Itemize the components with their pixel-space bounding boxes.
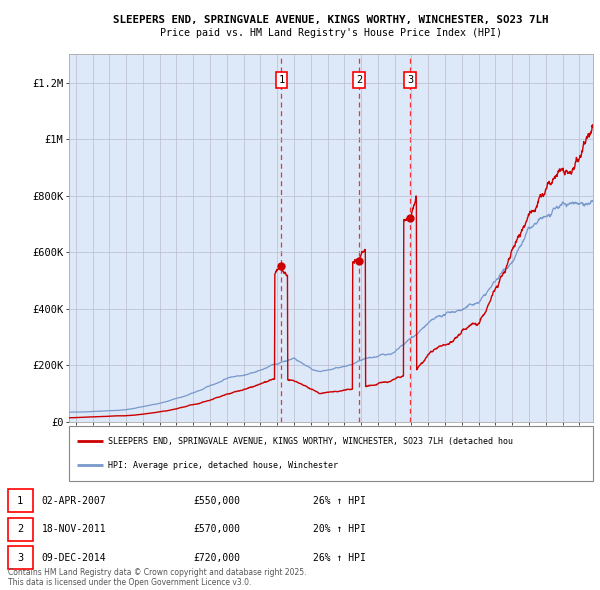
Text: £720,000: £720,000 xyxy=(194,553,241,563)
Text: SLEEPERS END, SPRINGVALE AVENUE, KINGS WORTHY, WINCHESTER, SO23 7LH (detached ho: SLEEPERS END, SPRINGVALE AVENUE, KINGS W… xyxy=(108,437,513,446)
Text: £570,000: £570,000 xyxy=(194,524,241,534)
FancyBboxPatch shape xyxy=(8,517,33,541)
Text: Price paid vs. HM Land Registry's House Price Index (HPI): Price paid vs. HM Land Registry's House … xyxy=(160,28,502,38)
Text: 26% ↑ HPI: 26% ↑ HPI xyxy=(313,496,366,506)
Text: SLEEPERS END, SPRINGVALE AVENUE, KINGS WORTHY, WINCHESTER, SO23 7LH: SLEEPERS END, SPRINGVALE AVENUE, KINGS W… xyxy=(113,15,548,25)
Text: 2: 2 xyxy=(356,75,362,85)
Text: 09-DEC-2014: 09-DEC-2014 xyxy=(42,553,106,563)
Text: 1: 1 xyxy=(17,496,23,506)
FancyBboxPatch shape xyxy=(69,426,593,481)
Text: 20% ↑ HPI: 20% ↑ HPI xyxy=(313,524,366,534)
Text: 1: 1 xyxy=(278,75,284,85)
Text: Contains HM Land Registry data © Crown copyright and database right 2025.
This d: Contains HM Land Registry data © Crown c… xyxy=(8,568,306,587)
Text: 3: 3 xyxy=(407,75,413,85)
FancyBboxPatch shape xyxy=(8,489,33,512)
FancyBboxPatch shape xyxy=(8,546,33,569)
Text: 3: 3 xyxy=(17,553,23,563)
Text: 18-NOV-2011: 18-NOV-2011 xyxy=(42,524,106,534)
Text: £550,000: £550,000 xyxy=(194,496,241,506)
Text: 2: 2 xyxy=(17,524,23,534)
Text: 26% ↑ HPI: 26% ↑ HPI xyxy=(313,553,366,563)
Text: 02-APR-2007: 02-APR-2007 xyxy=(42,496,106,506)
Text: HPI: Average price, detached house, Winchester: HPI: Average price, detached house, Winc… xyxy=(108,461,338,470)
